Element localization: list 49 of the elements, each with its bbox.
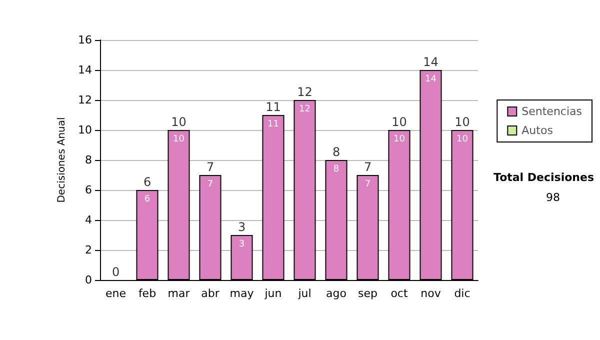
x-tick-label: mar (168, 287, 190, 300)
total-label: 10 (454, 115, 470, 129)
y-tick-label: 12 (78, 94, 92, 106)
text: 98 (546, 191, 560, 204)
total-label: 12 (297, 85, 312, 99)
x-tick-label: abr (201, 287, 220, 300)
data-label: 3 (238, 240, 245, 250)
x-tick-label: oct (390, 287, 408, 300)
x-tick-label: jun (264, 287, 282, 300)
y-tick-label: 0 (85, 274, 92, 286)
total-label: 8 (332, 145, 340, 159)
legend-label: Autos (522, 124, 554, 137)
total-label: 0 (112, 265, 120, 279)
data-label: 10 (456, 134, 468, 144)
legend-label: Sentencias (522, 105, 582, 118)
x-tick-label: dic (454, 287, 470, 300)
x-tick-label: may (230, 287, 254, 300)
total-label: 10 (171, 115, 186, 129)
total-label: 6 (143, 175, 152, 189)
x-tick-label: ago (326, 287, 347, 300)
data-label: 14 (425, 74, 437, 84)
total-label: 7 (364, 160, 372, 174)
x-tick-label: ene (105, 287, 126, 300)
x-tick-label: feb (138, 287, 156, 300)
total-label: 3 (238, 220, 246, 234)
data-label: 11 (268, 120, 279, 130)
data-label: 6 (144, 194, 150, 204)
total-label: 10 (392, 115, 407, 129)
y-tick-label: 14 (78, 64, 92, 76)
y-tick-label: 6 (85, 184, 92, 196)
x-tick-label: sep (358, 287, 378, 300)
data-label: 8 (333, 164, 340, 174)
y-tick-label: 10 (78, 124, 92, 136)
x-tick-label: jul (297, 287, 312, 300)
data-label: 10 (394, 134, 406, 144)
x-tick-label: nov (420, 287, 442, 300)
y-tick-label: 16 (78, 34, 92, 46)
y-axis-title: Decisiones Anual (56, 117, 68, 203)
data-label: 7 (207, 180, 214, 190)
total-label: 7 (206, 160, 214, 174)
total-label: 11 (266, 100, 281, 114)
total-label: 14 (423, 55, 438, 69)
text: Total Decisiones (494, 171, 594, 184)
y-tick-label: 2 (85, 244, 92, 256)
data-label: 10 (173, 134, 185, 144)
y-tick-label: 8 (85, 154, 92, 166)
y-tick-label: 4 (85, 214, 92, 226)
data-label: 12 (299, 104, 310, 114)
data-label: 7 (364, 180, 371, 190)
